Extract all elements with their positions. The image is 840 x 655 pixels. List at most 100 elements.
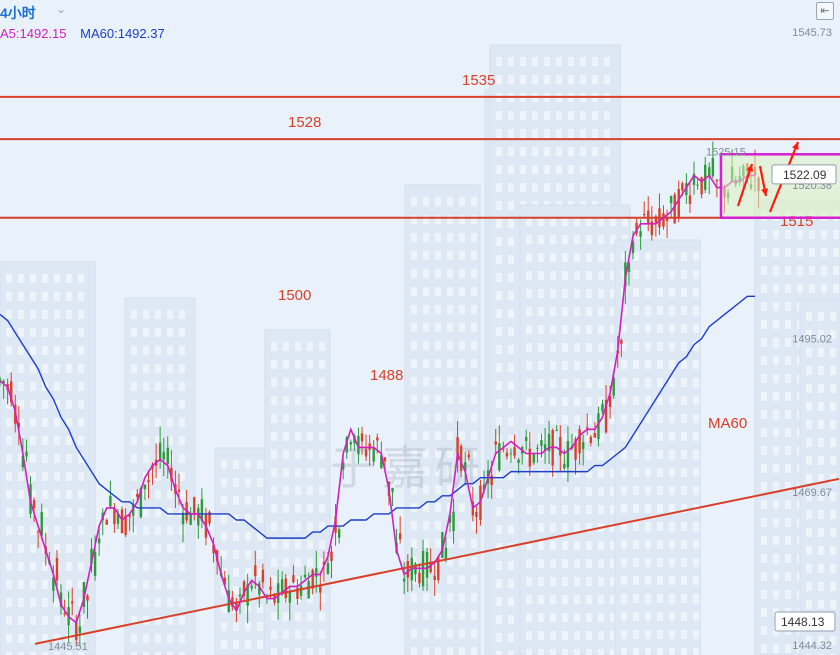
building-window: [598, 271, 604, 280]
building-window: [66, 400, 72, 409]
building-window: [423, 449, 429, 458]
building-window: [78, 346, 84, 355]
building-window: [459, 341, 465, 350]
building-window: [633, 486, 639, 495]
building-window: [271, 648, 277, 655]
building-window: [411, 413, 417, 422]
collapse-panel-icon[interactable]: ⇤: [816, 2, 834, 20]
building-window: [66, 544, 72, 553]
building-window: [66, 346, 72, 355]
candle-body: [341, 462, 345, 470]
building-window: [681, 558, 687, 567]
building-window: [459, 233, 465, 242]
building-window: [30, 418, 36, 427]
building-window: [526, 595, 532, 604]
building-window: [610, 523, 616, 532]
building-window: [66, 472, 72, 481]
building-window: [257, 496, 263, 505]
building-window: [411, 323, 417, 332]
building-window: [131, 526, 137, 535]
building-window: [319, 342, 325, 351]
trendline: [34, 477, 840, 645]
building-window: [167, 310, 173, 319]
building-window: [471, 647, 477, 655]
candle-body: [223, 577, 226, 585]
building-window: [586, 415, 592, 424]
building-window: [761, 518, 767, 527]
building-window: [143, 562, 149, 571]
building-window: [496, 147, 502, 156]
building-window: [179, 562, 185, 571]
building-window: [435, 269, 441, 278]
candle-body: [635, 222, 638, 234]
building-window: [610, 271, 616, 280]
building-window: [435, 287, 441, 296]
building-window: [18, 328, 24, 337]
candle-body: [242, 581, 246, 596]
timeframe-selector[interactable]: 4小时: [0, 5, 36, 21]
building-window: [167, 490, 173, 499]
building-window: [307, 504, 313, 513]
building-window: [221, 586, 227, 595]
building-window: [550, 235, 556, 244]
building-window: [773, 320, 779, 329]
building-window: [283, 540, 289, 549]
building-window: [693, 414, 699, 423]
building-window: [471, 395, 477, 404]
building-window: [562, 505, 568, 514]
building-window: [167, 328, 173, 337]
candle-body: [288, 591, 291, 603]
building-window: [508, 597, 514, 606]
building-window: [155, 652, 161, 655]
building-window: [78, 634, 84, 643]
building-window: [568, 75, 574, 84]
building-window: [18, 562, 24, 571]
building-window: [598, 631, 604, 640]
building-window: [131, 598, 137, 607]
candle-body: [475, 511, 478, 517]
candle-body: [543, 444, 547, 451]
building-window: [307, 594, 313, 603]
building-window: [471, 467, 477, 476]
building-window: [30, 580, 36, 589]
building-window: [30, 652, 36, 655]
building-window: [435, 395, 441, 404]
building-window: [6, 400, 12, 409]
building-window: [18, 598, 24, 607]
building-window: [773, 590, 779, 599]
candle-body: [337, 529, 341, 538]
building-window: [538, 361, 544, 370]
building-window: [6, 418, 12, 427]
building-window: [179, 634, 185, 643]
building-window: [633, 576, 639, 585]
building-window: [830, 402, 836, 411]
building-window: [598, 253, 604, 262]
building-window: [459, 305, 465, 314]
building-window: [295, 612, 301, 621]
building-window: [471, 269, 477, 278]
building-window: [508, 201, 514, 210]
building-window: [423, 395, 429, 404]
building-window: [459, 413, 465, 422]
building-window: [669, 558, 675, 567]
building-window: [785, 554, 791, 563]
chevron-down-icon[interactable]: ⌄: [56, 2, 67, 16]
building-window: [459, 251, 465, 260]
candle-body: [650, 221, 654, 236]
building-window: [496, 183, 502, 192]
building-window: [538, 487, 544, 496]
building-window: [773, 248, 779, 257]
building-window: [435, 305, 441, 314]
building-window: [423, 305, 429, 314]
candle-body: [71, 601, 74, 604]
building-window: [508, 633, 514, 642]
building-window: [496, 57, 502, 66]
building-window: [411, 305, 417, 314]
candle-body: [513, 447, 516, 456]
building-window: [833, 284, 839, 293]
building-window: [604, 129, 610, 138]
building-window: [538, 397, 544, 406]
building-window: [532, 111, 538, 120]
building-window: [30, 634, 36, 643]
